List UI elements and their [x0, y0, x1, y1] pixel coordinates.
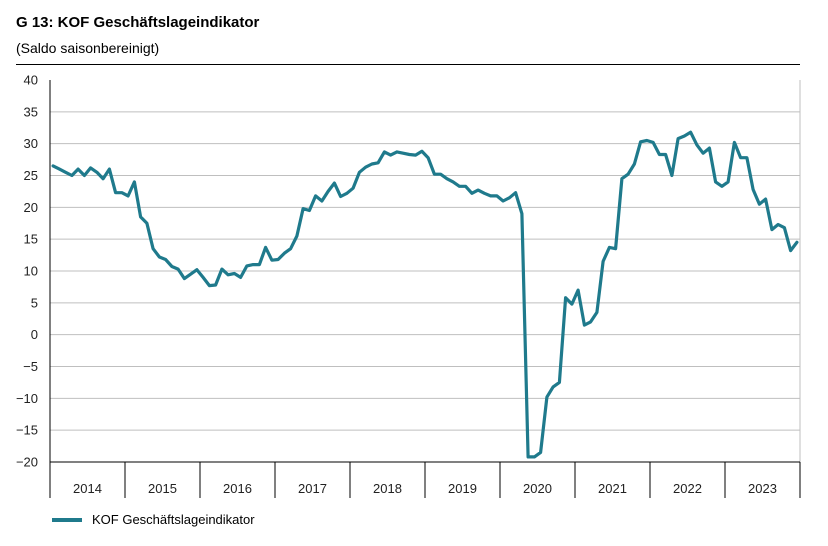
legend: KOF Geschäftslageindikator	[52, 512, 255, 527]
x-tick-label: 2018	[373, 481, 402, 496]
x-tick-label: 2019	[448, 481, 477, 496]
legend-swatch	[52, 517, 82, 522]
x-tick-label: 2022	[673, 481, 702, 496]
series-line	[51, 130, 799, 459]
y-tick-label: 40	[24, 73, 38, 88]
x-tick-label: 2020	[523, 481, 552, 496]
y-tick-label: −20	[16, 455, 38, 470]
y-tick-label: 10	[24, 264, 38, 279]
y-tick-label: −15	[16, 423, 38, 438]
y-tick-label: −10	[16, 391, 38, 406]
y-tick-label: −5	[23, 359, 38, 374]
y-tick-label: 30	[24, 136, 38, 151]
y-tick-label: 35	[24, 104, 38, 119]
chart-subtitle: (Saldo saisonbereinigt)	[16, 40, 160, 56]
y-tick-label: 15	[24, 232, 38, 247]
x-tick-label: 2014	[73, 481, 102, 496]
x-tick-label: 2023	[748, 481, 777, 496]
x-tick-label: 2016	[223, 481, 252, 496]
y-tick-label: 25	[24, 168, 38, 183]
y-tick-label: 20	[24, 200, 38, 215]
x-tick-label: 2017	[298, 481, 327, 496]
legend-label: KOF Geschäftslageindikator	[92, 512, 255, 527]
x-tick-label: 2015	[148, 481, 177, 496]
y-tick-label: 5	[31, 295, 38, 310]
chart-title: G 13: KOF Geschäftslageindikator	[16, 14, 260, 31]
x-tick-label: 2021	[598, 481, 627, 496]
y-tick-label: 0	[31, 327, 38, 342]
